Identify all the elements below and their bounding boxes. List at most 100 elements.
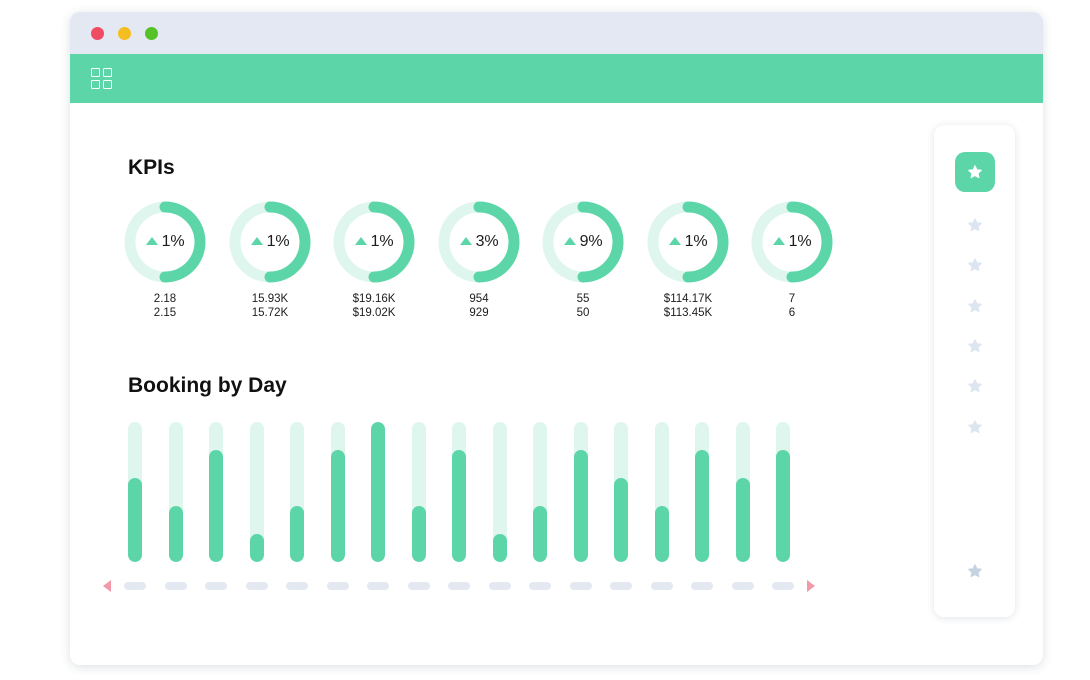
maximize-icon[interactable] xyxy=(145,27,158,40)
close-icon[interactable] xyxy=(91,27,104,40)
day-label-placeholder xyxy=(772,582,794,590)
kpi-previous-value: 50 xyxy=(576,307,590,319)
kpi-current-value: $19.16K xyxy=(352,293,396,305)
bar-fill xyxy=(290,506,304,562)
kpi-change: 3% xyxy=(437,200,521,284)
bar-fill xyxy=(533,506,547,562)
kpi-change: 1% xyxy=(646,200,730,284)
star-icon xyxy=(968,165,982,179)
kpi-list: 1% 2.18 2.15 1% 15.93K 15.72K 1% $19.16K $19.02K… xyxy=(123,200,863,320)
bar-fill xyxy=(250,534,264,562)
bar-track[interactable] xyxy=(695,422,709,562)
favorite-item[interactable] xyxy=(965,376,985,396)
day-label-placeholder xyxy=(124,582,146,590)
day-label-placeholder xyxy=(610,582,632,590)
kpi-previous-value: $113.45K xyxy=(663,307,713,319)
bar-track[interactable] xyxy=(331,422,345,562)
grid-icon[interactable] xyxy=(90,67,114,91)
trend-up-icon xyxy=(563,237,576,245)
bar-fill xyxy=(493,534,507,562)
bar-track[interactable] xyxy=(290,422,304,562)
kpi-card: 3% 954 929 xyxy=(437,200,521,320)
top-toolbar xyxy=(70,54,1043,103)
trend-up-icon xyxy=(772,237,785,245)
day-label-placeholder xyxy=(651,582,673,590)
chevron-right-icon[interactable] xyxy=(807,580,815,592)
day-label-placeholder xyxy=(408,582,430,590)
bar-track[interactable] xyxy=(128,422,142,562)
bar-fill xyxy=(655,506,669,562)
kpi-current-value: 55 xyxy=(576,293,590,305)
bar-fill xyxy=(371,422,385,562)
favorite-active-button[interactable] xyxy=(955,152,995,192)
kpi-card: 1% 15.93K 15.72K xyxy=(228,200,312,320)
day-label-placeholder xyxy=(165,582,187,590)
kpis-heading: KPIs xyxy=(128,156,175,179)
day-label-placeholder xyxy=(489,582,511,590)
kpi-change: 9% xyxy=(541,200,625,284)
kpi-donut: 1% xyxy=(123,200,207,284)
bar-track[interactable] xyxy=(574,422,588,562)
kpi-change-value: 9% xyxy=(579,233,603,250)
star-icon xyxy=(968,299,982,313)
kpi-change: 1% xyxy=(123,200,207,284)
kpi-current-value: 7 xyxy=(788,293,796,305)
kpi-current-value: 2.18 xyxy=(153,293,177,305)
title-bar xyxy=(70,12,1043,54)
trend-up-icon xyxy=(354,237,367,245)
favorite-item[interactable] xyxy=(965,417,985,437)
day-label-placeholder xyxy=(205,582,227,590)
star-icon xyxy=(968,218,982,232)
bar-fill xyxy=(331,450,345,562)
bar-fill xyxy=(169,506,183,562)
kpi-change-value: 1% xyxy=(161,233,185,250)
kpi-current-value: 15.93K xyxy=(251,293,289,305)
booking-heading: Booking by Day xyxy=(128,374,287,397)
day-label-placeholder xyxy=(570,582,592,590)
favorite-item[interactable] xyxy=(965,255,985,275)
kpi-card: 1% 2.18 2.15 xyxy=(123,200,207,320)
kpi-previous-value: 6 xyxy=(788,307,796,319)
bar-track[interactable] xyxy=(371,422,385,562)
kpi-donut: 1% xyxy=(228,200,312,284)
favorite-item[interactable] xyxy=(965,215,985,235)
chevron-left-icon[interactable] xyxy=(103,580,111,592)
app-window: KPIs 1% 2.18 2.15 1% 15.93K 15.72K 1% $19.16K $1… xyxy=(70,12,1043,665)
day-label-placeholder xyxy=(691,582,713,590)
bar-track[interactable] xyxy=(533,422,547,562)
kpi-change: 1% xyxy=(228,200,312,284)
bar-track[interactable] xyxy=(614,422,628,562)
kpi-donut: 9% xyxy=(541,200,625,284)
bar-track[interactable] xyxy=(776,422,790,562)
favorite-bottom-button[interactable] xyxy=(965,561,985,581)
bar-track[interactable] xyxy=(412,422,426,562)
kpi-current-value: $114.17K xyxy=(663,293,713,305)
favorite-item[interactable] xyxy=(965,296,985,316)
trend-up-icon xyxy=(250,237,263,245)
bar-fill xyxy=(574,450,588,562)
bar-track[interactable] xyxy=(169,422,183,562)
kpi-change-value: 1% xyxy=(684,233,708,250)
favorites-panel xyxy=(934,125,1015,617)
favorite-item[interactable] xyxy=(965,336,985,356)
bar-fill xyxy=(412,506,426,562)
kpi-change-value: 3% xyxy=(475,233,499,250)
booking-bar-chart xyxy=(70,12,1043,665)
minimize-icon[interactable] xyxy=(118,27,131,40)
trend-up-icon xyxy=(459,237,472,245)
bar-track[interactable] xyxy=(493,422,507,562)
star-icon xyxy=(968,420,982,434)
bar-track[interactable] xyxy=(250,422,264,562)
bar-track[interactable] xyxy=(452,422,466,562)
kpi-previous-value: 15.72K xyxy=(251,307,289,319)
kpi-change: 1% xyxy=(332,200,416,284)
bar-fill xyxy=(209,450,223,562)
kpi-change-value: 1% xyxy=(266,233,290,250)
day-label-placeholder xyxy=(367,582,389,590)
bar-track[interactable] xyxy=(209,422,223,562)
kpi-previous-value: 929 xyxy=(469,307,489,319)
kpi-card: 9% 55 50 xyxy=(541,200,625,320)
bar-track[interactable] xyxy=(736,422,750,562)
bar-track[interactable] xyxy=(655,422,669,562)
kpi-change: 1% xyxy=(750,200,834,284)
